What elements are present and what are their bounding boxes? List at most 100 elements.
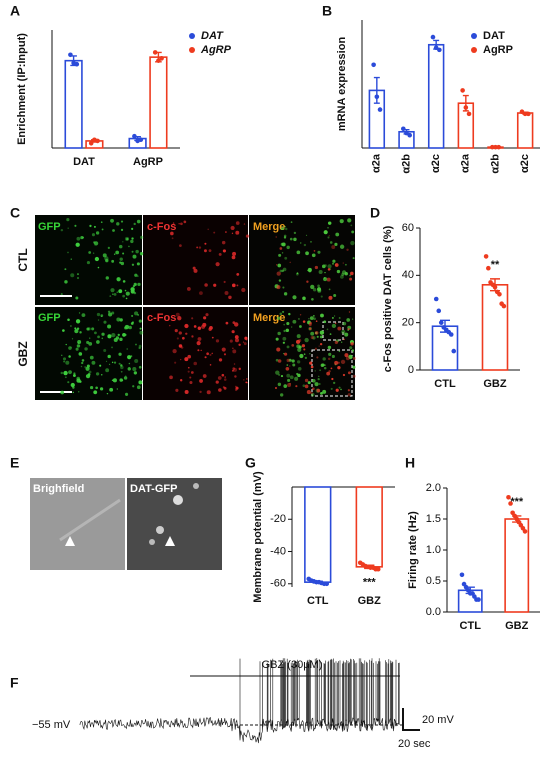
cell-speckle [335, 232, 340, 237]
cell-speckle [342, 373, 346, 377]
cell-speckle [350, 271, 354, 276]
cell-speckle [170, 231, 174, 236]
cell-speckle [197, 326, 202, 331]
legend-marker [471, 47, 477, 53]
cell-speckle [122, 252, 125, 255]
cell-speckle [69, 325, 72, 327]
cell-speckle [277, 331, 281, 336]
cell-speckle [234, 338, 240, 343]
cell-speckle [74, 327, 77, 330]
cell-speckle [328, 288, 331, 291]
cell-speckle [298, 318, 300, 320]
bar [427, 43, 445, 149]
cell-speckle [326, 371, 331, 376]
cell-speckle [224, 376, 226, 378]
cell-speckle [130, 239, 134, 244]
cell-speckle [222, 249, 226, 253]
data-point [324, 581, 330, 587]
channel-label: GFP [38, 221, 61, 233]
image-label: DAT-GFP [130, 483, 177, 495]
cell-speckle [67, 381, 70, 384]
cell-speckle [106, 392, 109, 395]
cell-speckle [328, 370, 331, 373]
cell-speckle [292, 295, 297, 300]
cell-speckle [283, 323, 286, 326]
cell-speckle [302, 296, 306, 301]
cell-speckle [108, 363, 111, 366]
data-point [377, 107, 383, 112]
cell-speckle [62, 357, 67, 361]
cell-speckle [315, 320, 318, 322]
cell-speckle [119, 257, 123, 261]
x-tick-label: α2a [371, 153, 383, 173]
data-point [371, 62, 376, 68]
cell-speckle [125, 291, 130, 296]
cell-speckle [202, 374, 207, 378]
cell-speckle [66, 218, 70, 222]
cell-speckle [96, 312, 101, 317]
cell-speckle [95, 386, 98, 390]
cell-speckle [235, 386, 239, 390]
cell-speckle [109, 295, 112, 298]
cell-speckle [193, 361, 198, 366]
cell-speckle [296, 372, 299, 376]
cell-speckle [290, 221, 293, 223]
cell-speckle [76, 376, 81, 381]
cell-speckle [333, 315, 336, 317]
cell-speckle [75, 347, 79, 351]
cell-speckle [86, 327, 90, 331]
cell-speckle [319, 335, 323, 339]
cell-speckle [293, 231, 297, 235]
cell-speckle [275, 358, 279, 362]
legend-label: AgRP [200, 44, 232, 56]
cell-speckle [112, 378, 117, 383]
cell-speckle [200, 349, 202, 352]
cell-speckle [310, 365, 314, 369]
cell-speckle [88, 370, 92, 374]
cell-speckle [232, 349, 237, 354]
trace-line [79, 658, 400, 744]
cell-speckle [185, 332, 188, 335]
data-point [430, 34, 436, 40]
cell-speckle [285, 328, 290, 333]
cell-speckle [118, 362, 121, 365]
cell-speckle [218, 388, 222, 392]
significance: *** [510, 496, 524, 508]
cell-speckle [79, 331, 82, 334]
cell-speckle [130, 322, 134, 325]
cell-speckle [199, 390, 202, 394]
cell-speckle [131, 227, 134, 230]
cell-speckle [136, 275, 139, 278]
cell-speckle [115, 250, 120, 255]
cell-speckle [336, 269, 341, 274]
data-point [68, 52, 73, 58]
cell-speckle [309, 316, 314, 320]
cell-speckle [307, 381, 311, 385]
cell-speckle [81, 359, 85, 362]
x-tick-label: CTL [307, 595, 329, 607]
cell-speckle [111, 333, 116, 338]
cell-speckle [351, 349, 354, 352]
cell-speckle [310, 391, 313, 395]
cell-speckle [84, 347, 88, 351]
cell-speckle [213, 283, 217, 287]
cell-speckle [193, 325, 197, 328]
cell-speckle [310, 331, 315, 336]
cell-speckle [277, 359, 282, 363]
cell-speckle [236, 284, 239, 287]
cell-speckle [327, 236, 330, 239]
cell-speckle [328, 235, 330, 237]
cell-speckle [331, 245, 336, 250]
cell-speckle [285, 227, 288, 231]
cell-speckle [74, 329, 79, 334]
cell-speckle [112, 293, 114, 295]
cell-speckle [292, 363, 296, 367]
panel-label: D [370, 205, 380, 221]
cell-speckle [88, 342, 93, 346]
cell-speckle [70, 346, 72, 349]
data-point [152, 50, 158, 55]
cell-speckle [314, 347, 318, 350]
channel-label: GFP [38, 312, 61, 324]
cell-speckle [349, 274, 351, 277]
cell-speckle [318, 382, 321, 385]
